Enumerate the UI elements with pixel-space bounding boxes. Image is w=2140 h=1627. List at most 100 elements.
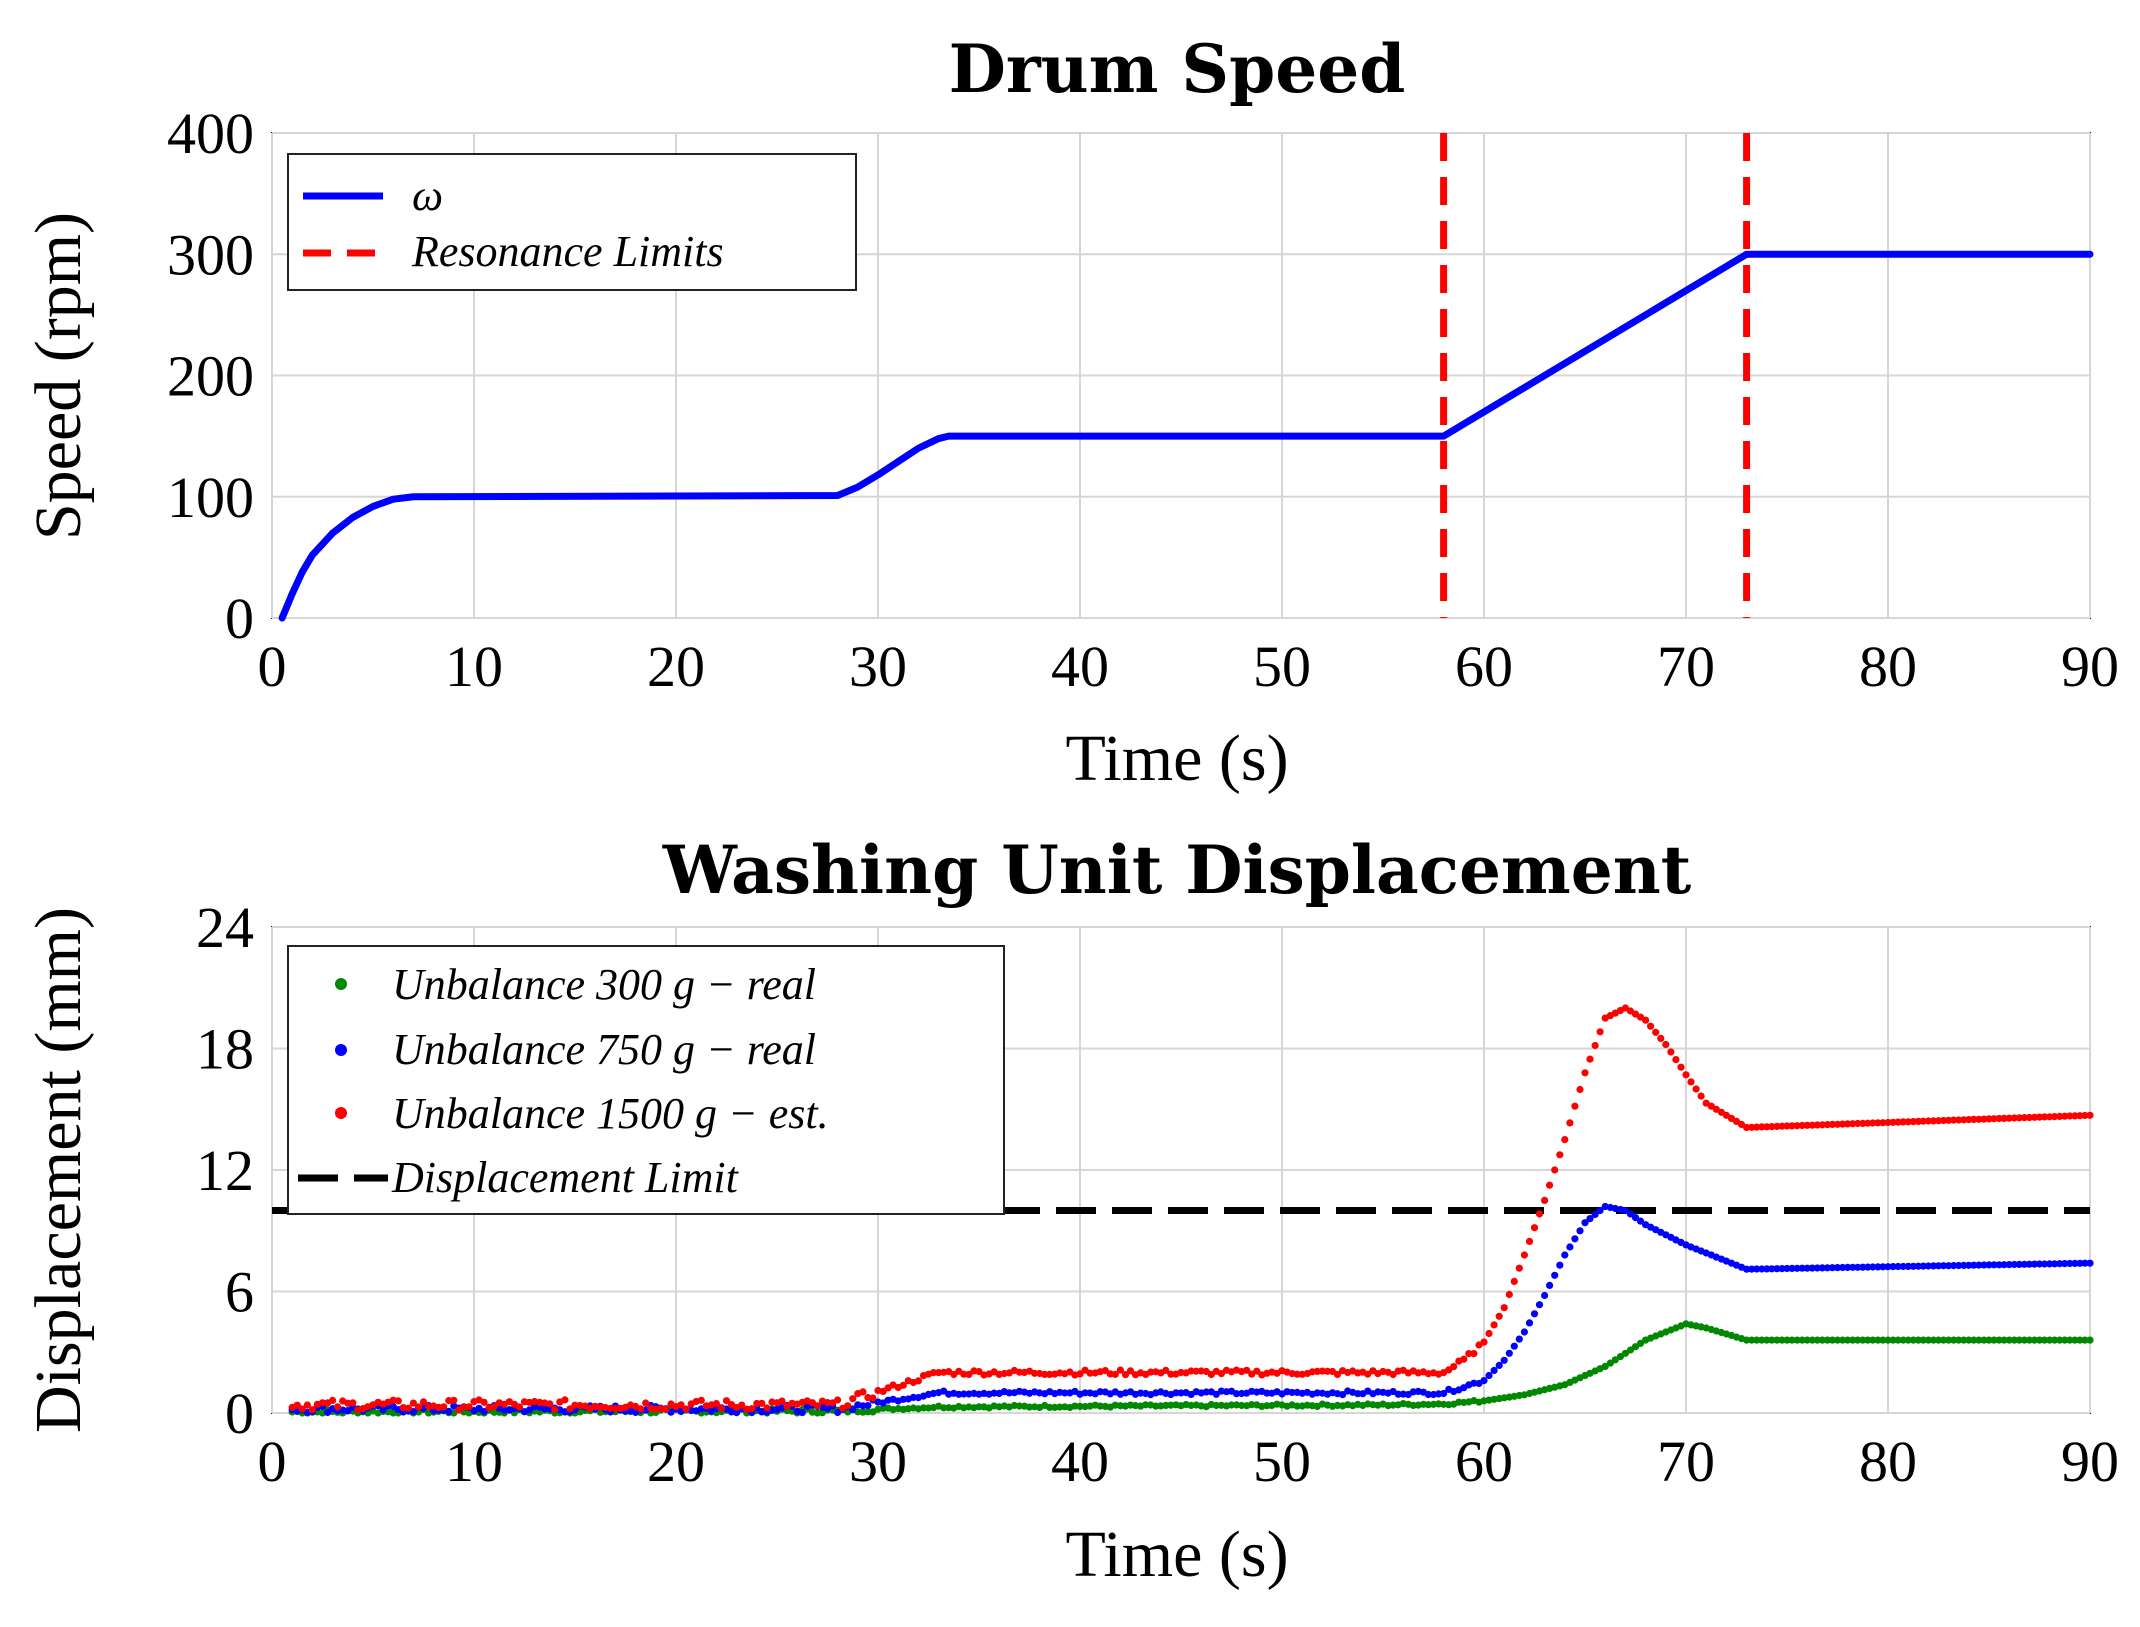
y-tick-label: 0 bbox=[225, 1381, 254, 1446]
data-point bbox=[1086, 1369, 1094, 1377]
data-point bbox=[2071, 1336, 2079, 1344]
resonance-limit-lines bbox=[1440, 133, 1751, 618]
data-point bbox=[879, 1387, 887, 1395]
data-point bbox=[1596, 1028, 1604, 1036]
data-point bbox=[677, 1401, 685, 1409]
data-point bbox=[1788, 1122, 1796, 1130]
data-point bbox=[1546, 1281, 1554, 1289]
data-point bbox=[1788, 1336, 1796, 1344]
data-point bbox=[1955, 1261, 1963, 1270]
data-point bbox=[1535, 1210, 1544, 1218]
x-tick-label: 60 bbox=[1455, 634, 1513, 699]
data-point bbox=[1440, 1389, 1448, 1398]
data-point bbox=[2020, 1260, 2028, 1268]
data-point bbox=[1899, 1118, 1907, 1126]
data-point bbox=[849, 1395, 857, 1403]
data-point bbox=[919, 1404, 928, 1412]
data-point bbox=[1162, 1366, 1170, 1374]
data-point bbox=[2025, 1113, 2033, 1122]
data-point bbox=[2010, 1260, 2018, 1269]
data-point bbox=[1753, 1123, 1761, 1131]
data-point bbox=[2005, 1114, 2013, 1122]
data-point bbox=[1591, 1041, 1599, 1050]
data-point bbox=[2076, 1336, 2084, 1344]
series-points-2 bbox=[288, 1004, 2094, 1414]
data-point bbox=[1515, 1335, 1523, 1343]
data-point bbox=[1071, 1402, 1079, 1410]
data-point bbox=[733, 1409, 741, 1417]
data-point bbox=[1743, 1336, 1751, 1344]
data-point bbox=[2086, 1111, 2094, 1119]
data-point bbox=[1187, 1367, 1195, 1375]
data-point bbox=[1859, 1336, 1867, 1344]
data-point bbox=[717, 1404, 726, 1413]
data-point bbox=[2081, 1336, 2089, 1344]
data-point bbox=[1929, 1262, 1938, 1270]
data-point bbox=[1803, 1264, 1811, 1272]
data-point bbox=[1965, 1336, 1973, 1344]
data-point bbox=[1839, 1263, 1847, 1272]
data-point bbox=[712, 1400, 721, 1408]
data-point bbox=[1945, 1262, 1953, 1270]
data-point bbox=[1470, 1379, 1478, 1387]
data-point bbox=[1803, 1336, 1811, 1344]
data-point bbox=[1914, 1262, 1922, 1270]
data-point bbox=[1763, 1265, 1771, 1273]
data-point bbox=[1955, 1116, 1963, 1124]
data-point bbox=[1849, 1263, 1857, 1271]
data-point bbox=[2061, 1336, 2069, 1344]
series-points-1 bbox=[288, 1202, 2094, 1417]
data-point bbox=[1899, 1336, 1907, 1344]
data-point bbox=[763, 1404, 771, 1412]
legend-swatch-1500g bbox=[335, 1107, 347, 1119]
data-point bbox=[1147, 1368, 1155, 1376]
y-tick-label: 100 bbox=[167, 465, 254, 530]
data-point bbox=[990, 1389, 998, 1397]
data-point bbox=[1541, 1196, 1549, 1204]
chart-title: Drum Speed bbox=[949, 30, 1406, 108]
data-point bbox=[1904, 1262, 1912, 1270]
data-point bbox=[1753, 1336, 1761, 1344]
data-point bbox=[1768, 1123, 1776, 1131]
data-point bbox=[1919, 1336, 1927, 1344]
data-point bbox=[1884, 1263, 1892, 1271]
data-point bbox=[2066, 1336, 2074, 1344]
legend-swatch-300g bbox=[335, 978, 347, 990]
data-point bbox=[1945, 1116, 1953, 1124]
data-point bbox=[541, 1405, 549, 1413]
data-point bbox=[1773, 1336, 1781, 1344]
data-point bbox=[1869, 1119, 1877, 1127]
series-line-omega bbox=[278, 250, 2094, 622]
data-point bbox=[2005, 1261, 2013, 1269]
data-point bbox=[1096, 1402, 1104, 1410]
data-point bbox=[2020, 1336, 2028, 1344]
data-point bbox=[1783, 1336, 1791, 1344]
data-point bbox=[1874, 1119, 1882, 1127]
data-point bbox=[1869, 1336, 1877, 1344]
data-point bbox=[1480, 1338, 1488, 1346]
data-point bbox=[1990, 1261, 1998, 1269]
data-point bbox=[2010, 1336, 2018, 1344]
data-point bbox=[1808, 1336, 1816, 1344]
data-point bbox=[642, 1399, 650, 1407]
data-point bbox=[1505, 1290, 1513, 1299]
data-point bbox=[914, 1377, 923, 1385]
x-tick-label: 0 bbox=[258, 1429, 287, 1494]
data-point bbox=[1631, 1214, 1640, 1222]
data-point bbox=[1485, 1329, 1493, 1338]
legend: ω Resonance Limits bbox=[287, 153, 857, 291]
x-tick-labels: 0 10 20 30 40 50 60 70 80 90 bbox=[258, 634, 2120, 699]
data-point bbox=[1046, 1370, 1054, 1378]
data-point bbox=[1697, 1092, 1705, 1100]
data-point bbox=[515, 1403, 524, 1411]
data-point bbox=[1162, 1401, 1170, 1409]
series-group bbox=[278, 250, 2094, 622]
data-point bbox=[1364, 1370, 1372, 1378]
data-point bbox=[1818, 1121, 1826, 1129]
data-point bbox=[308, 1406, 316, 1414]
data-point bbox=[2005, 1336, 2013, 1344]
data-point bbox=[293, 1401, 301, 1409]
data-point bbox=[662, 1405, 670, 1413]
data-point bbox=[849, 1406, 857, 1414]
legend-label-limit: Displacement Limit bbox=[391, 1153, 740, 1202]
